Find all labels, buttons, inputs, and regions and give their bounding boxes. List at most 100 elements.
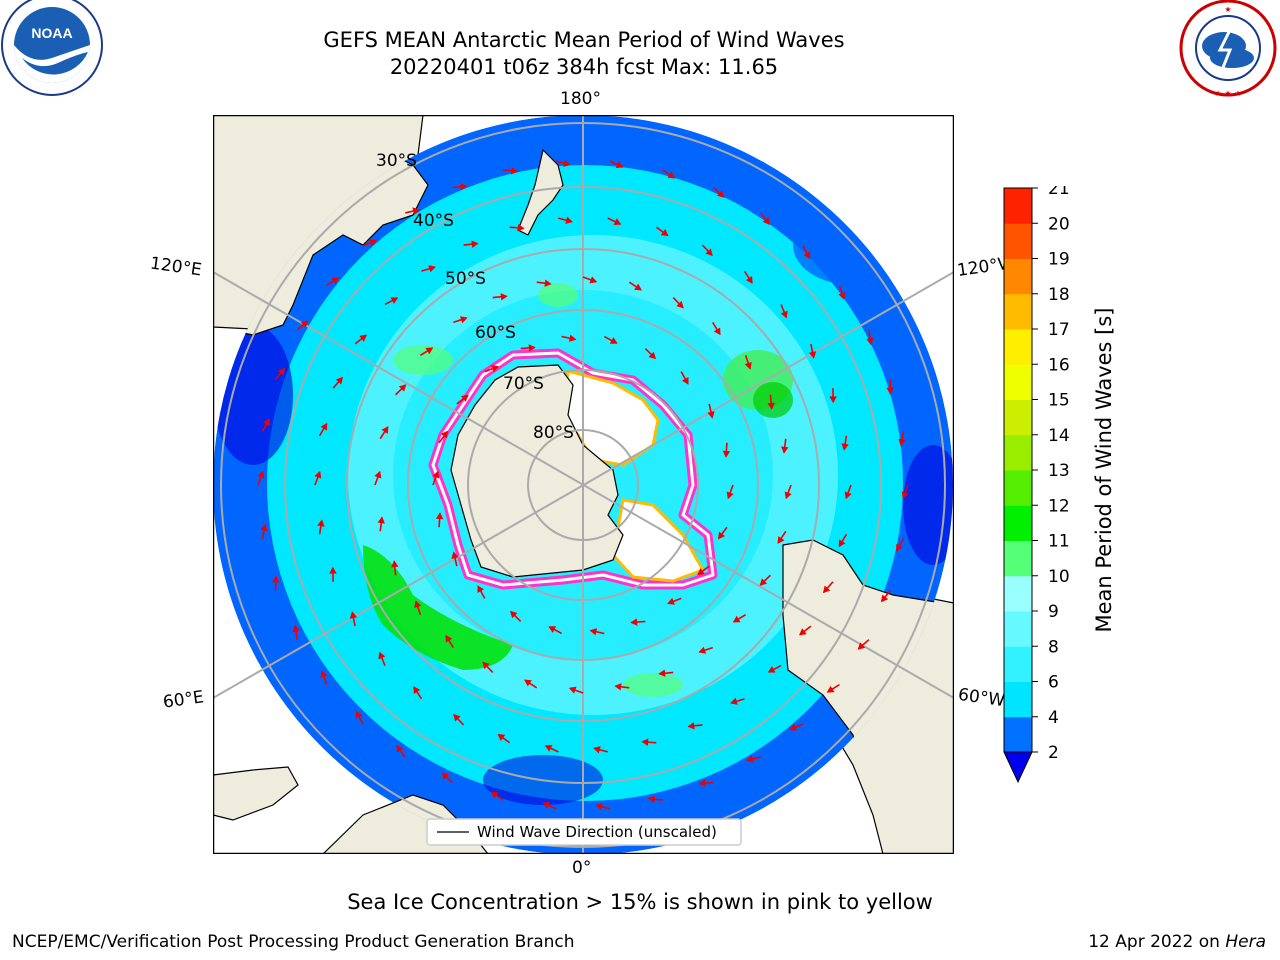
wave-arrow-head bbox=[826, 685, 835, 693]
wave-arrow-head bbox=[317, 519, 325, 527]
colorbar-canvas: 2 4 6 8 9 10 11 12 13 14 15 16 17 18 19 20 21 bbox=[1003, 179, 1070, 784]
colorbar-segment bbox=[1004, 470, 1032, 506]
colorbar-tick-label: 16 bbox=[1048, 355, 1070, 375]
wave-arrow-head bbox=[838, 539, 846, 548]
wave-arrow-head bbox=[898, 438, 906, 447]
lon-label-60w: 60°W bbox=[956, 684, 1007, 712]
footer-right: 12 Apr 2022 on Hera bbox=[1088, 932, 1266, 952]
wave-arrow-head bbox=[762, 217, 770, 225]
wave-arrow-head bbox=[613, 218, 622, 226]
wave-arrow-head bbox=[272, 575, 280, 583]
wave-arrow-head bbox=[440, 430, 449, 439]
lat-label-40s: 40°S bbox=[413, 211, 454, 231]
map-legend-label: Wind Wave Direction (unscaled) bbox=[477, 823, 717, 841]
wave-arrow-head bbox=[435, 512, 444, 520]
wave-arrow-head bbox=[732, 615, 741, 623]
wave-arrow-head bbox=[746, 755, 754, 763]
wave-arrow-head bbox=[414, 600, 422, 609]
wave-arrow-head bbox=[866, 337, 874, 346]
wave-arrow-head bbox=[563, 159, 571, 167]
colorbar-tick-label: 12 bbox=[1048, 496, 1070, 516]
colorbar-segment bbox=[1004, 329, 1032, 365]
graticule bbox=[212, 115, 955, 854]
wave-arrow-head bbox=[844, 491, 852, 500]
colorbar-tick-label: 6 bbox=[1048, 673, 1059, 693]
wave-arrow-head bbox=[630, 618, 638, 626]
wave-arrow-head bbox=[593, 746, 601, 754]
wave-arrow-head bbox=[277, 367, 286, 376]
colorbar-tick-label: 18 bbox=[1048, 285, 1070, 305]
wave-arrow-head bbox=[780, 310, 788, 319]
wave-arrow-head bbox=[641, 738, 649, 746]
wave-arrow-head bbox=[717, 531, 726, 540]
footer-left: NCEP/EMC/Verification Post Processing Pr… bbox=[12, 932, 575, 952]
wave-arrow-head bbox=[698, 779, 706, 787]
colorbar-tick-label: 14 bbox=[1048, 426, 1070, 446]
chart-title: GEFS MEAN Antarctic Mean Period of Wind … bbox=[323, 28, 845, 52]
wave-arrow-head bbox=[260, 523, 268, 532]
wave-arrow-head bbox=[355, 710, 363, 719]
wave-arrow-head bbox=[838, 292, 846, 300]
wave-arrow-head bbox=[300, 320, 309, 328]
lon-label-0: 0° bbox=[572, 858, 592, 878]
wave-arrow-head bbox=[482, 661, 490, 670]
wave-arrow-head bbox=[412, 207, 420, 215]
nws-logo: ★ ★ ★ ★ bbox=[1170, 0, 1280, 110]
wave-arrow-head bbox=[698, 646, 707, 654]
wave-arrow-head bbox=[667, 597, 675, 605]
wave-arrow-head bbox=[609, 337, 618, 344]
colorbar-segment bbox=[1004, 258, 1032, 295]
wave-arrow-head bbox=[880, 594, 889, 603]
colorbar-tick-label: 20 bbox=[1048, 214, 1070, 234]
lat-label-60s: 60°S bbox=[475, 323, 516, 343]
wave-arrow-head bbox=[391, 560, 399, 568]
colorbar-segment bbox=[1004, 646, 1032, 682]
noaa-logo: NOAA bbox=[0, 0, 110, 110]
wave-arrow-head bbox=[595, 803, 603, 811]
footer-machine: Hera bbox=[1225, 932, 1266, 952]
colorbar-tick-label: 2 bbox=[1048, 743, 1059, 763]
wave-arrow-head bbox=[658, 669, 666, 677]
wave-arrow-head bbox=[565, 216, 573, 224]
colorbar: 2 4 6 8 9 10 11 12 13 14 15 16 17 18 19 20 21 bbox=[1000, 179, 1120, 786]
nws-logo-icon: ★ ★ ★ ★ bbox=[1179, 0, 1277, 98]
wave-arrow-head bbox=[647, 795, 655, 803]
lon-label-180: 180° bbox=[560, 89, 601, 109]
wave-arrow-head bbox=[784, 491, 792, 500]
wave-arrow-head bbox=[568, 686, 577, 694]
colorbar-segment bbox=[1004, 540, 1032, 577]
colorbar-segment bbox=[1004, 434, 1032, 471]
wave-arrow-head bbox=[615, 161, 624, 168]
wave-arrow-head bbox=[697, 568, 705, 576]
wave-arrow-head bbox=[676, 300, 684, 309]
colorbar-segment bbox=[1004, 575, 1032, 612]
wave-arrow-head bbox=[335, 376, 344, 385]
colorbar-tick-label: 4 bbox=[1048, 708, 1059, 728]
wave-arrow-head bbox=[359, 334, 367, 342]
svg-text:★ ★ ★: ★ ★ ★ bbox=[1214, 89, 1241, 98]
wave-arrow-head bbox=[886, 387, 894, 395]
wave-arrow-head bbox=[491, 365, 499, 373]
wave-arrow-head bbox=[614, 683, 622, 691]
wave-arrow-head bbox=[841, 443, 849, 451]
colorbar-segment bbox=[1004, 399, 1032, 436]
wave-arrow-head bbox=[681, 377, 689, 385]
colorbar-label-holder: Mean Period of Wind Waves [s] bbox=[1074, 308, 1134, 633]
wave-arrow-head bbox=[777, 536, 785, 544]
wave-arrow-head bbox=[759, 578, 768, 586]
wave-arrow-head bbox=[425, 347, 434, 355]
noaa-logo-icon: NOAA bbox=[1, 0, 103, 96]
wave-arrow-head bbox=[451, 551, 459, 559]
map-legend: Wind Wave Direction (unscaled) bbox=[426, 818, 742, 846]
wave-arrow-head bbox=[687, 722, 695, 730]
wave-arrow-head bbox=[378, 651, 386, 660]
wave-arrow-head bbox=[461, 394, 469, 402]
wave-arrow-head bbox=[789, 723, 797, 731]
wave-arrow-head bbox=[453, 713, 461, 722]
wave-arrow-head bbox=[314, 470, 322, 479]
colorbar-segment bbox=[1004, 188, 1032, 224]
lat-label-30s: 30°S bbox=[376, 151, 417, 171]
wave-arrow-head bbox=[524, 679, 532, 687]
wave-arrow-head bbox=[511, 167, 519, 175]
lat-label-80s: 80°S bbox=[533, 423, 574, 443]
